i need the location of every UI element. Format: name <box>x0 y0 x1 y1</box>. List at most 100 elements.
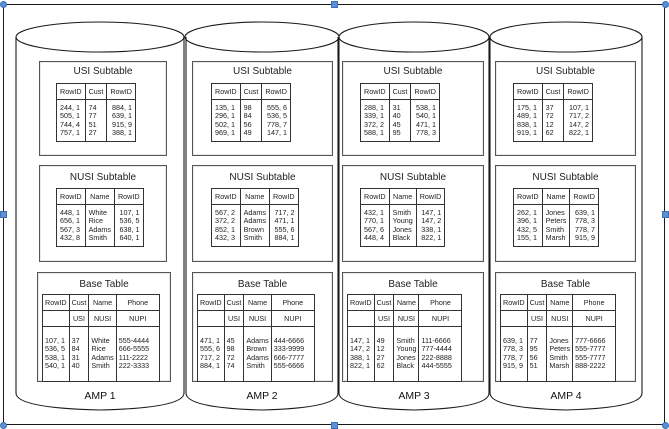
amp-4: USI Subtable RowID Cust RowID 175, 1 37 107,… <box>490 0 642 429</box>
cell: 888-2222 <box>572 362 617 382</box>
cell: 107, 1 <box>113 204 144 218</box>
base-table-panel: Base Table RowID Cust Name Phone USI NUSI NUP… <box>342 272 484 382</box>
col-subheader: NUSI <box>243 310 272 327</box>
cell: Brown <box>239 225 270 235</box>
nusi-subtable-title: NUSI Subtable <box>532 172 599 183</box>
col-header: Name <box>88 294 117 311</box>
col-header: Name <box>393 294 420 311</box>
cell: 919, 1 <box>513 129 543 142</box>
cell: 538, 1 <box>410 99 440 113</box>
usi-subtable-title: USI Subtable <box>233 66 292 77</box>
cell: 822, 1 <box>347 362 375 382</box>
col-header: RowID <box>42 294 70 311</box>
nusi-subtable-panel: NUSI Subtable RowID Name RowID 262, 1 Jones… <box>495 165 636 262</box>
cell: 717, 2 <box>268 204 299 218</box>
cell: Adams <box>239 216 270 226</box>
cell: Adams <box>239 204 270 218</box>
cell: Smith <box>243 362 272 382</box>
cell: 915, 9 <box>569 234 599 247</box>
usi-subtable: RowID Cust RowID 288, 1 31 538, 1 339, 1 40 54… <box>360 83 440 142</box>
cell: 639, 1 <box>500 326 528 346</box>
cell: 757, 1 <box>56 129 86 142</box>
cell: 666-7777 <box>270 353 315 363</box>
cell: 471, 1 <box>197 326 225 346</box>
cell: Smith <box>88 362 117 382</box>
resize-handle-top-center[interactable] <box>331 1 338 8</box>
col-subheader: NUPI <box>270 310 315 327</box>
nusi-subtable-title: NUSI Subtable <box>69 172 137 183</box>
usi-subtable: RowID Cust RowID 175, 1 37 107, 1 489, 1 72 71… <box>513 83 593 142</box>
cell: Adams <box>84 225 115 235</box>
cell: 639, 1 <box>569 204 599 218</box>
resize-handle-left-center[interactable] <box>0 211 7 218</box>
col-header: RowID <box>500 294 528 311</box>
usi-subtable-panel: USI Subtable RowID Cust RowID 288, 1 31 538,… <box>342 61 484 156</box>
cell: Black <box>388 234 417 247</box>
col-header: RowID <box>113 188 144 205</box>
cell: Rice <box>88 344 117 354</box>
cell: 27 <box>84 129 108 142</box>
col-header: RowID <box>360 188 390 205</box>
cell: White <box>84 204 115 218</box>
cell: 31 <box>388 99 412 113</box>
base-table-title: Base Table <box>79 279 129 290</box>
cell: Young <box>393 344 420 354</box>
col-subheader: NUSI <box>88 310 117 327</box>
cell: 915, 9 <box>106 120 136 130</box>
cell: Jones <box>546 326 574 346</box>
cell: 717, 2 <box>563 111 593 121</box>
cell: 72 <box>541 111 565 121</box>
col-header: RowID <box>197 294 225 311</box>
base-table-title: Base Table <box>237 279 288 290</box>
col-header: Cust <box>388 83 412 100</box>
nusi-subtable-title: NUSI Subtable <box>229 172 296 183</box>
col-subheader: USI <box>68 310 90 327</box>
col-header: RowID <box>360 83 390 100</box>
col-header: Name <box>541 188 571 205</box>
cell: 45 <box>388 120 412 130</box>
col-header: RowID <box>106 83 136 100</box>
col-header: Cust <box>526 294 548 311</box>
cell: 111-6666 <box>418 326 463 346</box>
cell: Jones <box>393 353 420 363</box>
cell: 40 <box>68 362 90 382</box>
col-header: Name <box>546 294 574 311</box>
cell: 74 <box>84 99 108 113</box>
col-header: Cust <box>223 294 245 311</box>
col-header: RowID <box>268 188 299 205</box>
cell: 388, 1 <box>106 129 136 142</box>
nusi-subtable-panel: NUSI Subtable RowID Name RowID 567, 2 Adams… <box>192 165 333 262</box>
resize-handle-top-left[interactable] <box>0 1 7 8</box>
col-header: Cust <box>239 83 263 100</box>
col-subheader: USI <box>223 310 245 327</box>
base-table-panel: Base Table RowID Cust Name Phone USI NUSI NUP… <box>495 272 636 382</box>
cell: Smith <box>541 225 571 235</box>
cell: 555-4444 <box>115 326 160 346</box>
cell: 107, 1 <box>563 99 593 113</box>
cell: 778, 7 <box>569 225 599 235</box>
col-header: RowID <box>410 83 440 100</box>
cell: 777-6666 <box>572 326 617 346</box>
cell: 778, 3 <box>569 216 599 226</box>
col-subheader: NUSI <box>546 310 574 327</box>
cell: 338, 1 <box>415 225 446 235</box>
cell: 822, 1 <box>415 234 446 247</box>
cell: 222-8888 <box>418 353 463 363</box>
col-header: Cust <box>541 83 565 100</box>
cell: 147, 2 <box>563 120 593 130</box>
col-subheader: NUPI <box>572 310 617 327</box>
col-subheader <box>500 310 528 327</box>
base-table: RowID Cust Name Phone USI NUSI NUPI 107, 1 37 W… <box>42 294 160 382</box>
col-header: Phone <box>270 294 315 311</box>
cell: 95 <box>388 129 412 142</box>
cell: Adams <box>243 326 272 346</box>
cell: 107, 1 <box>42 326 70 346</box>
cell: 49 <box>239 129 263 142</box>
cell: Marsh <box>541 234 571 247</box>
cell: 222-3333 <box>115 362 160 382</box>
nusi-subtable-panel: NUSI Subtable RowID Name RowID 448, 1 White… <box>39 165 167 262</box>
cell: Smith <box>393 326 420 346</box>
cell: 74 <box>223 362 245 382</box>
